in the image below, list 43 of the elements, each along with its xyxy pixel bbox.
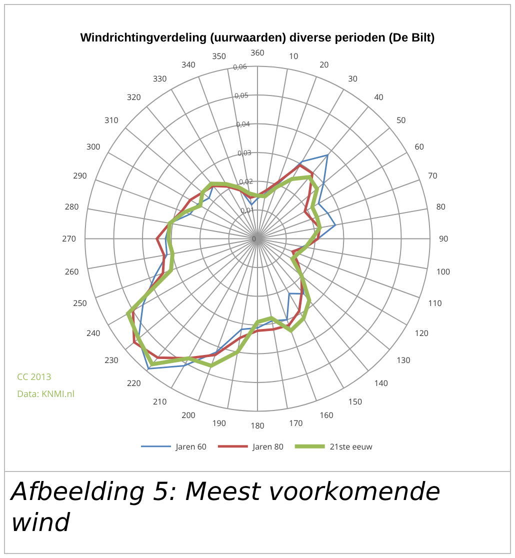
legend-label: Jaren 60: [175, 441, 207, 452]
spoke-label: 40: [374, 92, 384, 104]
text: Afbeelding 5: Meest voorkomende wind: [5, 471, 510, 542]
spoke-label: 120: [414, 328, 429, 339]
spoke-label: 320: [127, 92, 142, 104]
spoke-label: 310: [104, 115, 119, 126]
spoke-label: 230: [104, 354, 119, 366]
spoke-label: 10: [289, 50, 299, 62]
spoke-label: 330: [152, 73, 168, 84]
spoke-label: 60: [414, 142, 424, 153]
spoke-label: 200: [182, 410, 196, 421]
spoke-label: 70: [428, 170, 438, 182]
text: Data: KNMI.nl: [17, 387, 74, 400]
spoke-label: 240: [86, 328, 101, 339]
spoke-label: 80: [436, 202, 446, 213]
spoke-label: 50: [396, 115, 406, 126]
spoke-label: 290: [73, 170, 88, 182]
spoke-label: 190: [212, 418, 226, 429]
spoke-label: 110: [428, 298, 442, 310]
spoke-label: 170: [289, 418, 304, 429]
spoke-label: 100: [436, 266, 450, 278]
spoke-label: 20: [320, 60, 330, 71]
spoke-label: 150: [348, 396, 362, 408]
spoke-label: 210: [152, 396, 168, 408]
chart-title: Windrichtingverdeling (uurwaarden) diverse perioden (De Bilt): [80, 30, 435, 44]
spoke-label: 270: [62, 234, 76, 245]
spoke-label: 340: [182, 60, 196, 71]
spoke-label: 140: [374, 378, 388, 389]
spoke-label: 220: [127, 378, 142, 389]
spoke-label: 30: [348, 73, 358, 84]
spoke-label: 360: [250, 48, 265, 59]
legend-label: 21ste eeuw: [330, 441, 374, 452]
spoke-label: 350: [212, 50, 226, 62]
spoke-label: 90: [439, 234, 449, 245]
spoke-label: 260: [64, 266, 80, 278]
spoke-label: 180: [250, 420, 265, 432]
text: CC 2013: [17, 370, 52, 383]
spoke-label: 300: [86, 142, 101, 153]
spoke-label: 280: [64, 202, 80, 213]
spoke-label: 250: [73, 298, 88, 310]
spoke-label: 130: [396, 354, 411, 366]
legend-label: Jaren 80: [252, 441, 284, 452]
spoke-label: 160: [320, 410, 334, 421]
